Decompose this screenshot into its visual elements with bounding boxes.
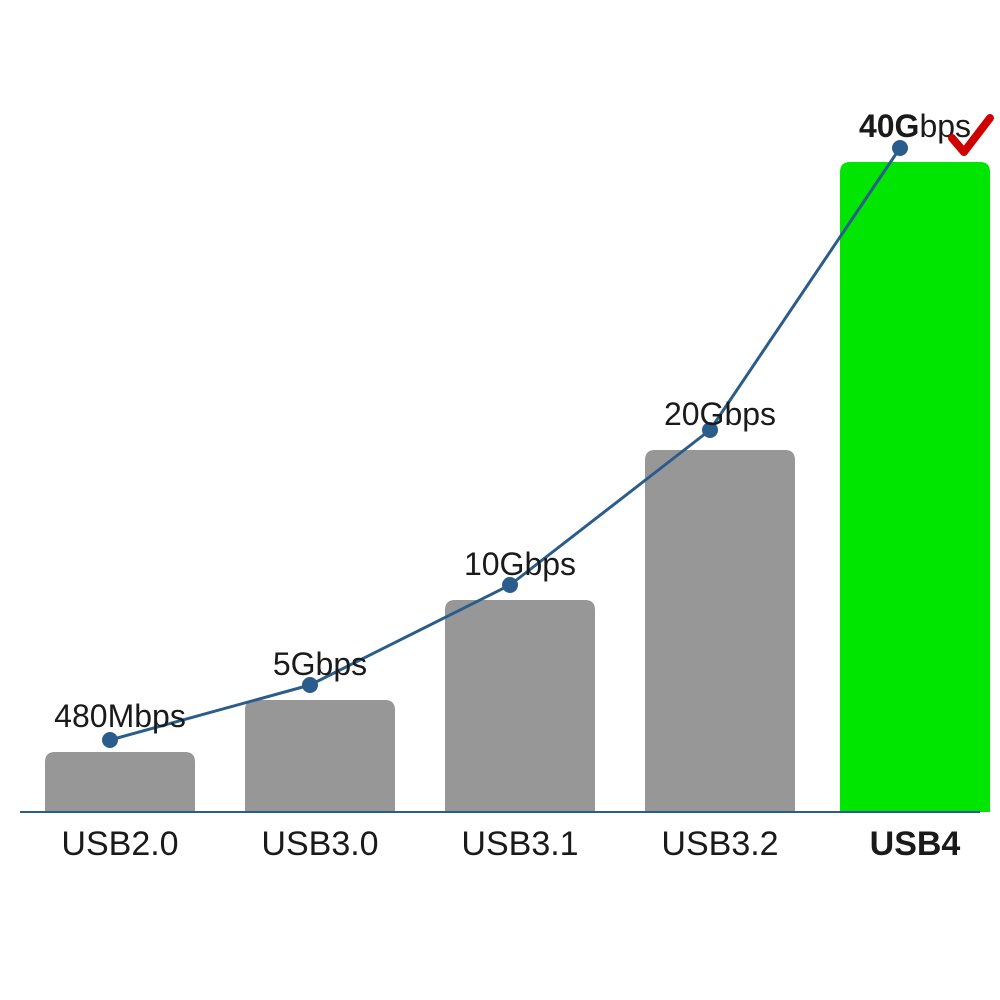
trend-marker — [102, 732, 118, 748]
bar-usb32 — [645, 450, 795, 812]
value-label: 5Gbps — [273, 646, 367, 682]
bar-usb30 — [245, 700, 395, 812]
category-label: USB3.2 — [661, 825, 778, 863]
bar-usb20 — [45, 752, 195, 812]
value-label: 20Gbps — [664, 396, 776, 432]
bar-usb31 — [445, 600, 595, 812]
value-label: 480Mbps — [54, 698, 186, 734]
bar-usb4 — [840, 162, 990, 812]
category-label: USB3.1 — [461, 825, 578, 863]
category-label: USB4 — [870, 825, 961, 863]
category-label: USB2.0 — [61, 825, 178, 863]
usb-speed-chart: 480Mbps5Gbps10Gbps20Gbps40GbpsUSB2.0USB3… — [0, 0, 1000, 1000]
category-label: USB3.0 — [261, 825, 378, 863]
value-label: 10Gbps — [464, 546, 576, 582]
